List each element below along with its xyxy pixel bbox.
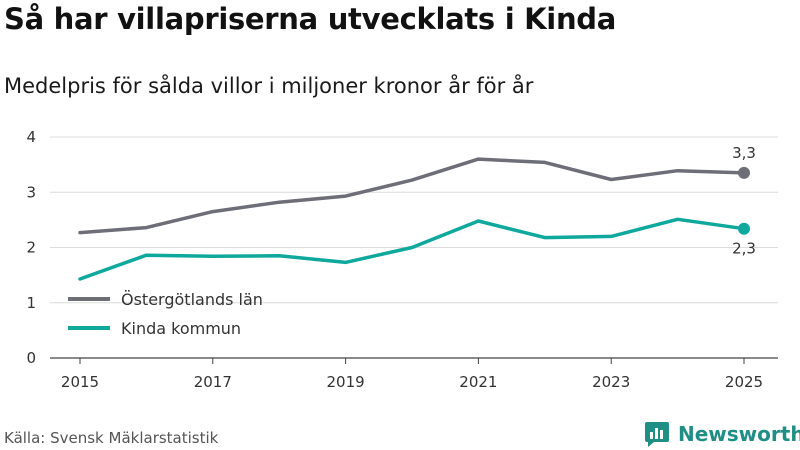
brand-logo: Newsworthy [644, 420, 800, 448]
newsworthy-logo-icon [645, 422, 669, 447]
series-ostergotland: 3,3 [78, 144, 756, 235]
end-value-label: 3,3 [732, 144, 756, 162]
y-tick-label: 2 [26, 239, 36, 257]
legend: Östergötlands län Kinda kommun [68, 290, 263, 338]
y-axis: 0 1 2 3 4 [26, 128, 36, 367]
series-line [78, 157, 746, 235]
legend-label: Östergötlands län [121, 290, 263, 309]
x-tick-label: 2025 [725, 373, 763, 391]
legend-label: Kinda kommun [121, 319, 241, 338]
x-tick-label: 2019 [327, 373, 365, 391]
end-value-label: 2,3 [732, 240, 756, 258]
legend-item: Kinda kommun [68, 319, 241, 338]
legend-item: Östergötlands län [68, 290, 263, 309]
y-tick-label: 4 [26, 128, 36, 146]
chart-subtitle: Medelpris för sålda villor i miljoner kr… [4, 74, 534, 98]
brand-name: Newsworthy [678, 422, 800, 446]
series-layer: 3,3 2,3 [78, 144, 756, 281]
x-tick-label: 2023 [592, 373, 630, 391]
series-end-point [738, 222, 750, 235]
chart-title: Så har villapriserna utvecklats i Kinda [4, 2, 617, 36]
y-tick-label: 0 [26, 349, 36, 367]
y-tick-label: 1 [26, 294, 36, 312]
series-end-point [738, 166, 750, 179]
series-kinda: 2,3 [78, 217, 756, 281]
x-axis: 2015 2017 2019 2021 2023 2025 [61, 358, 763, 391]
source-note: Källa: Svensk Mäklarstatistik [4, 429, 219, 447]
x-tick-label: 2017 [194, 373, 232, 391]
x-tick-label: 2021 [459, 373, 497, 391]
x-tick-label: 2015 [61, 373, 99, 391]
series-line [78, 217, 746, 281]
y-tick-label: 3 [26, 183, 36, 201]
